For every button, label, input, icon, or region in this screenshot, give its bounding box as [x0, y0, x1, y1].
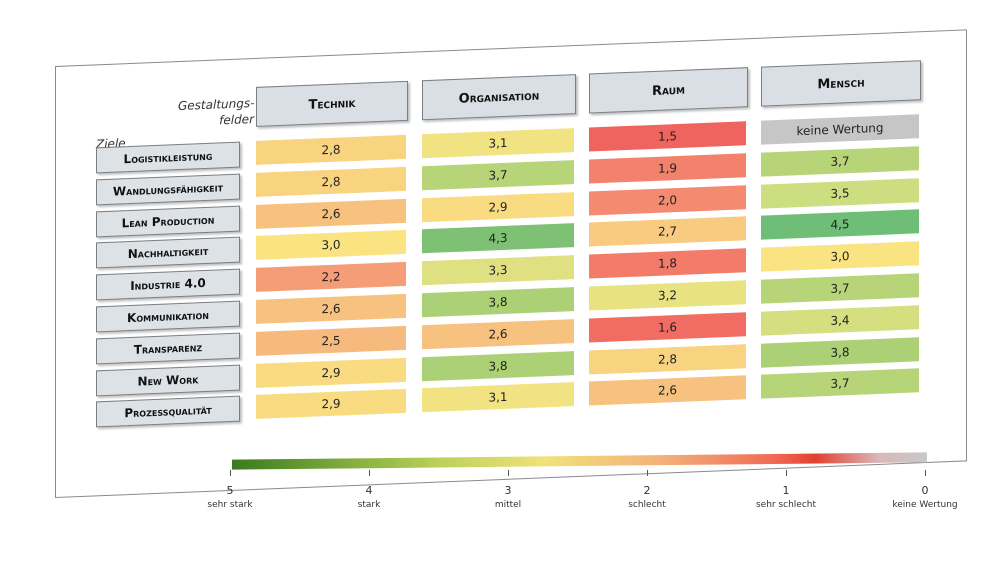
scale-tick-4 [369, 470, 370, 476]
cell-kommunikation-organisation: 3,8 [422, 287, 574, 318]
scale-tick-label-4: stark [357, 500, 381, 510]
row-header-transparenz: Transparenz [96, 332, 240, 365]
columns-corner-label: Gestaltungs- felder [178, 95, 255, 128]
cell-kommunikation-mensch: 3,7 [761, 273, 919, 304]
cell-new-work-organisation: 3,8 [422, 350, 574, 381]
cell-wandlungsfaehigkeit-technik: 2,8 [256, 166, 406, 197]
scale-tick-label-3: mittel [494, 500, 522, 510]
column-header-mensch: Mensch [761, 60, 921, 107]
cell-nachhaltigkeit-technik: 3,0 [256, 230, 406, 261]
heatmap-card: Gestaltungs- felder Ziele Technik Organis… [55, 29, 967, 498]
scale-tick-value-1: 1 [782, 484, 790, 497]
scale-tick-label-2: schlecht [628, 500, 666, 510]
row-header-new-work: New Work [96, 364, 240, 396]
scale-tick-value-2: 2 [643, 484, 651, 497]
cell-lean-production-organisation: 2,9 [422, 191, 574, 222]
column-header-raum: Raum [589, 67, 748, 114]
cell-prozessqualitaet-organisation: 3,1 [422, 382, 574, 413]
row-header-nachhaltigkeit: Nachhaltigkeit [96, 236, 240, 269]
cell-logistikleistung-raum: 1,5 [589, 121, 746, 152]
scale-tick-value-3: 3 [504, 484, 512, 497]
cell-kommunikation-technik: 2,6 [256, 293, 406, 324]
cell-nachhaltigkeit-mensch: 4,5 [761, 209, 919, 241]
cell-logistikleistung-organisation: 3,1 [422, 128, 574, 159]
cell-industrie-4-0-organisation: 3,3 [422, 255, 574, 286]
cell-transparenz-organisation: 2,6 [422, 318, 574, 350]
cell-transparenz-raum: 1,6 [589, 312, 746, 343]
cell-lean-production-technik: 2,6 [256, 198, 406, 229]
cell-prozessqualitaet-raum: 2,6 [589, 375, 746, 406]
cell-new-work-technik: 2,9 [256, 357, 406, 388]
cell-prozessqualitaet-mensch: 3,7 [761, 368, 919, 400]
cell-wandlungsfaehigkeit-organisation: 3,7 [422, 159, 574, 191]
cell-logistikleistung-technik: 2,8 [256, 134, 406, 165]
cell-kommunikation-raum: 3,2 [589, 280, 746, 311]
cell-new-work-raum: 2,8 [589, 343, 746, 375]
cell-transparenz-mensch: 3,4 [761, 305, 919, 336]
row-header-kommunikation: Kommunikation [96, 300, 240, 333]
cell-industrie-4-0-technik: 2,2 [256, 262, 406, 293]
cell-industrie-4-0-mensch: 3,0 [761, 241, 919, 272]
scale-tick-value-0: 0 [921, 484, 929, 497]
scale-tick-label-1: sehr schlecht [755, 500, 817, 510]
scale-tick-3 [508, 470, 509, 476]
cell-transparenz-technik: 2,5 [256, 325, 406, 356]
cell-wandlungsfaehigkeit-mensch: 3,7 [761, 146, 919, 177]
cell-lean-production-mensch: 3,5 [761, 177, 919, 209]
scale-tick-0 [925, 470, 926, 476]
scale-tick-1 [786, 470, 787, 476]
column-header-technik: Technik [256, 80, 408, 127]
cell-logistikleistung-mensch: keine Wertung [761, 114, 919, 145]
scale-tick-label-5: sehr stark [207, 500, 253, 510]
heatmap-cells: 2,8 3,1 1,5 keine Wertung 2,8 3,7 1,9 3,7 2,6 2,9… [56, 30, 966, 420]
cell-prozessqualitaet-technik: 2,9 [256, 389, 406, 420]
row-header-industrie-4-0: Industrie 4.0 [96, 268, 240, 301]
row-header-logistikleistung: Logistikleistung [96, 141, 240, 174]
scale-tick-label-0: keine Wertung [892, 500, 958, 510]
cell-industrie-4-0-raum: 1,8 [589, 248, 746, 279]
scale-tick-value-4: 4 [365, 484, 373, 497]
cell-wandlungsfaehigkeit-raum: 1,9 [589, 153, 746, 184]
row-headers: Logistikleistung Wandlungsfähigkeit Lean P… [56, 30, 966, 428]
cell-nachhaltigkeit-organisation: 4,3 [422, 223, 574, 254]
row-header-wandlungsfaehigkeit: Wandlungsfähigkeit [96, 173, 240, 206]
cell-nachhaltigkeit-raum: 2,7 [589, 216, 746, 247]
row-header-prozessqualitaet: Prozessqualität [96, 395, 240, 428]
cell-new-work-mensch: 3,8 [761, 336, 919, 368]
scale-tick-2 [647, 470, 648, 476]
cell-lean-production-raum: 2,0 [589, 184, 746, 216]
row-header-lean-production: Lean Production [96, 205, 240, 237]
scale-tick-5 [230, 470, 231, 476]
column-header-organisation: Organisation [422, 74, 576, 121]
scale-tick-value-5: 5 [226, 484, 234, 497]
column-headers: Technik Organisation Raum Mensch [56, 30, 966, 127]
